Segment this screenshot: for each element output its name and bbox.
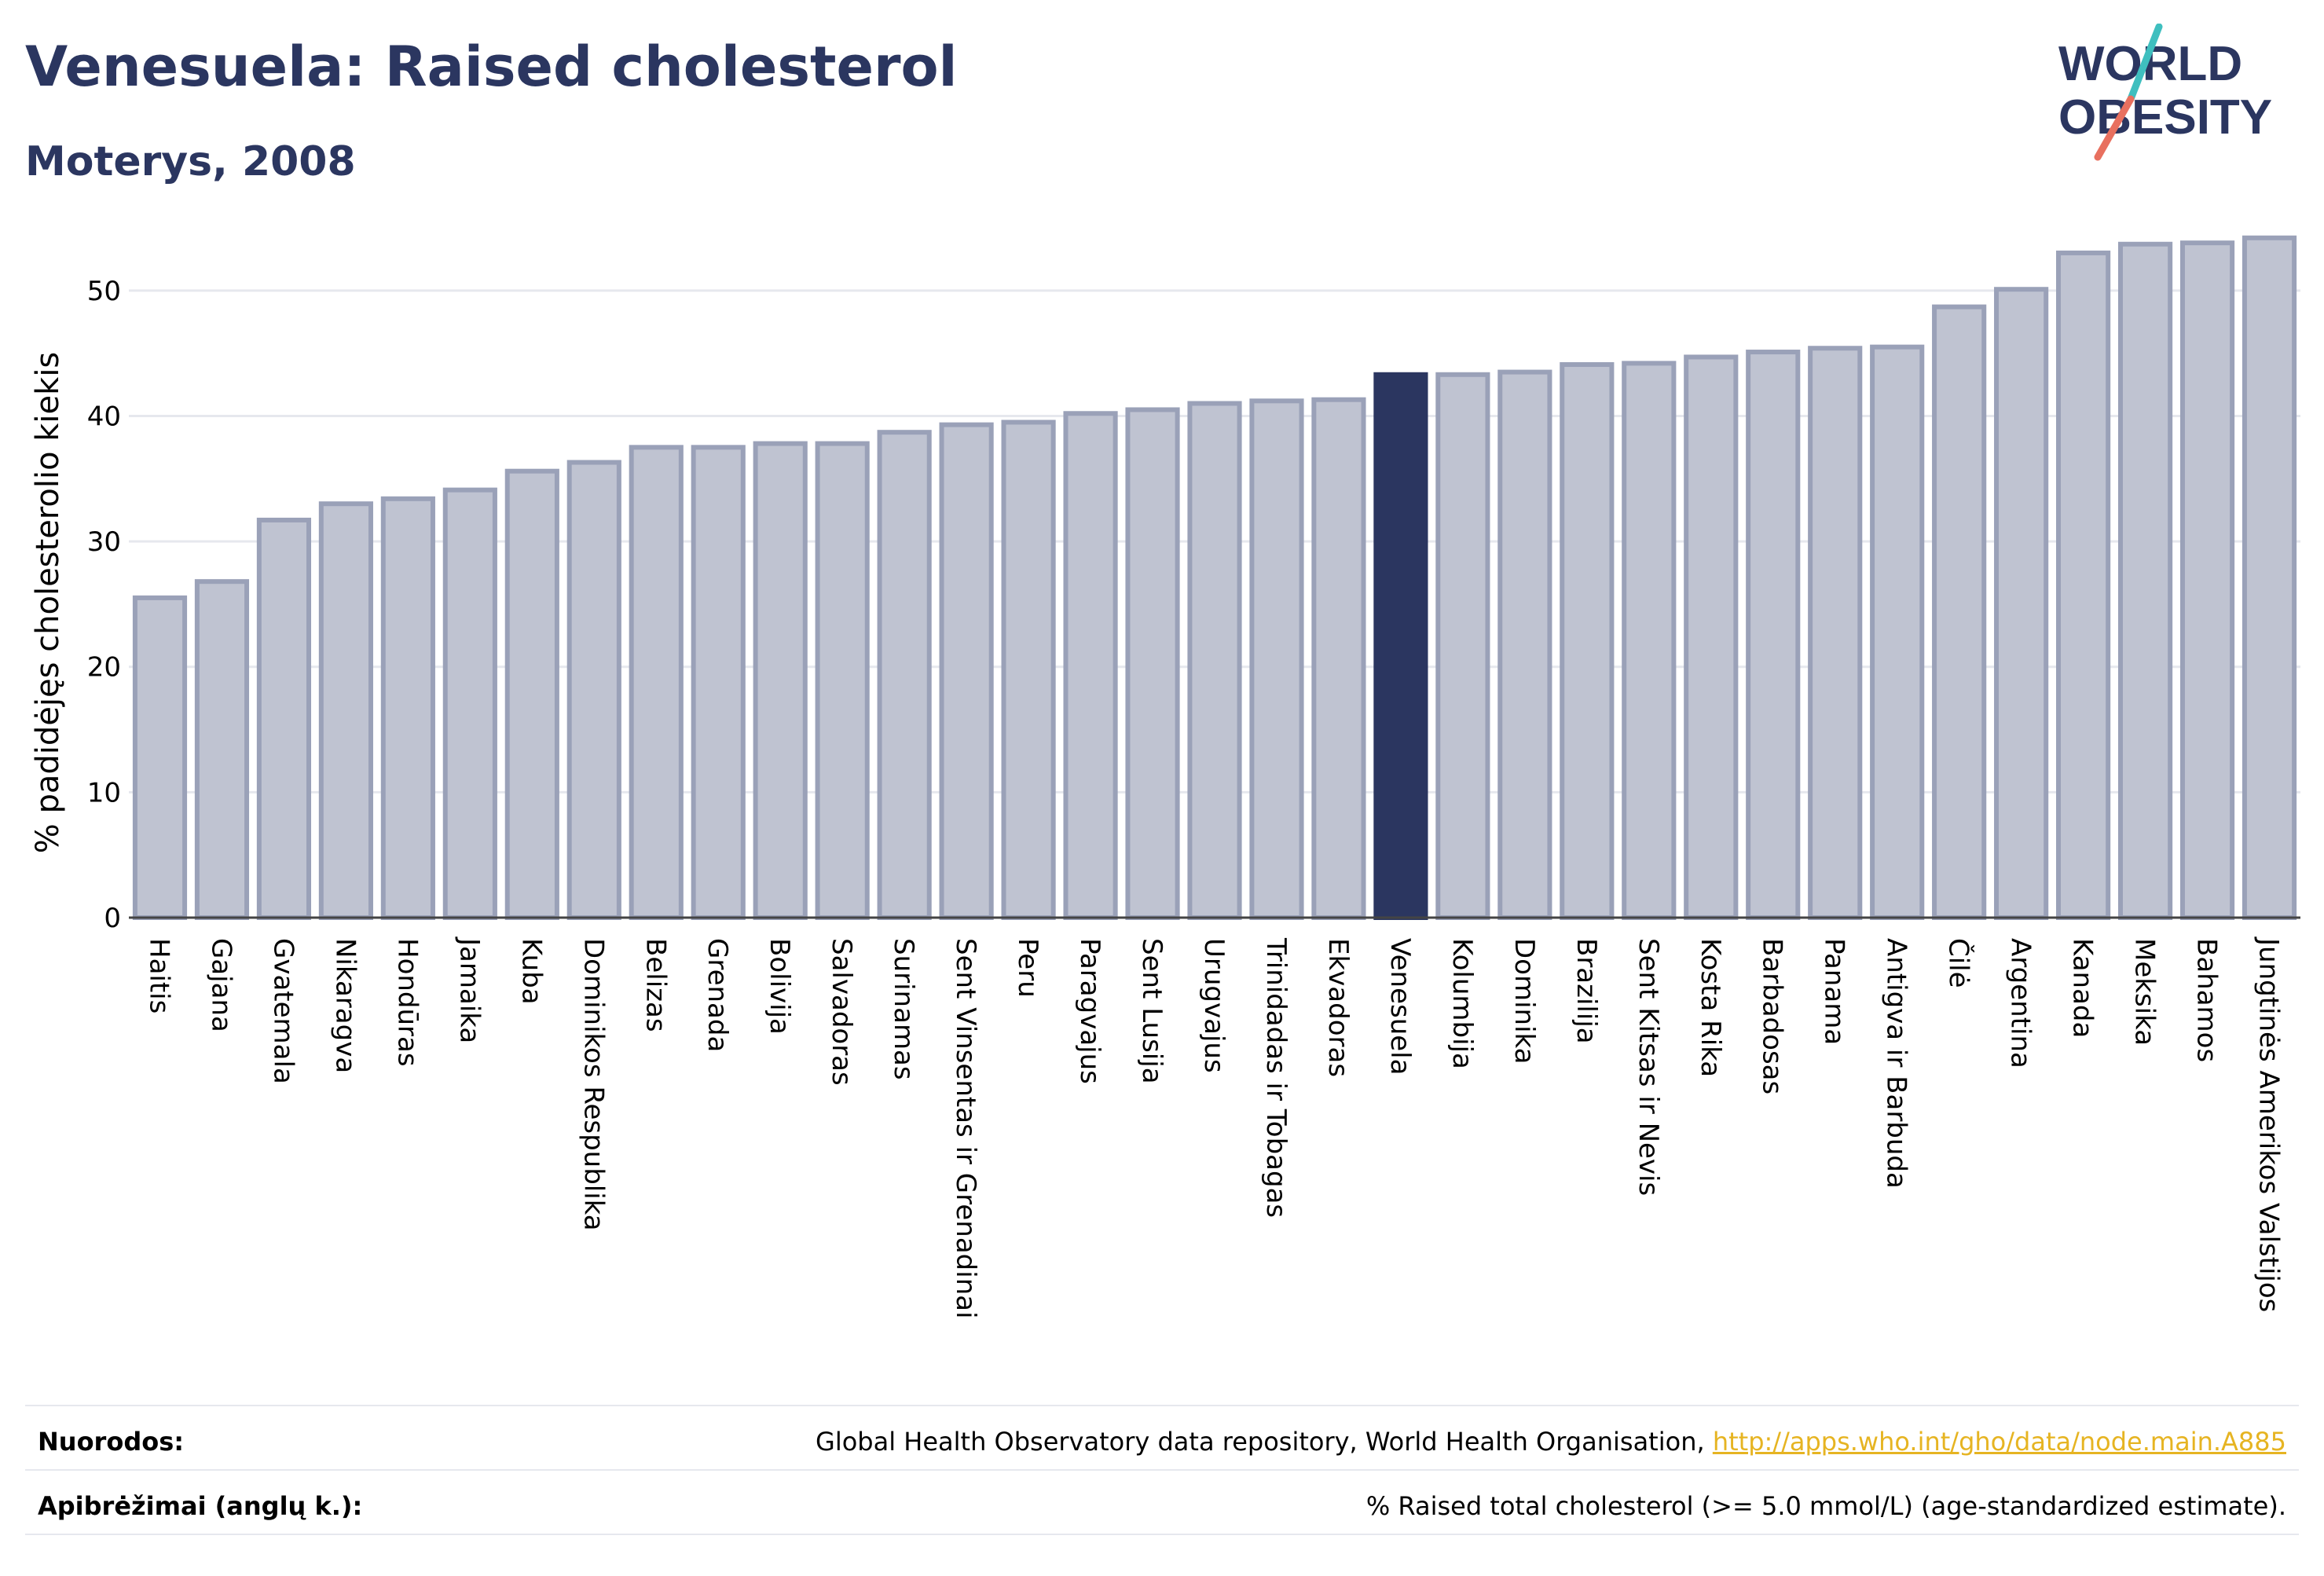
x-tick-label: Peru bbox=[1012, 938, 1043, 998]
definitions-text: % Raised total cholesterol (>= 5.0 mmol/… bbox=[1365, 1491, 2286, 1521]
bar bbox=[1497, 369, 1552, 920]
x-tick-label: Venesuela bbox=[1384, 938, 1416, 1075]
logo-slash-coral bbox=[2094, 95, 2135, 161]
x-tick-label: Ekvadoras bbox=[1322, 938, 1354, 1077]
x-tick-label: Antigva ir Barbuda bbox=[1881, 938, 1912, 1189]
bar bbox=[194, 579, 250, 920]
bar bbox=[2242, 235, 2297, 920]
x-tick-label: Dominika bbox=[1508, 938, 1540, 1064]
x-tick-label: Sent Kitsas ir Nevis bbox=[1633, 938, 1664, 1196]
sources-link[interactable]: http://apps.who.int/gho/data/node.main.A… bbox=[1712, 1427, 2286, 1457]
bar bbox=[2056, 250, 2111, 921]
x-tick-label: Urugvajus bbox=[1198, 938, 1230, 1073]
bar bbox=[256, 517, 312, 920]
x-tick-label: Gvatemala bbox=[267, 938, 299, 1084]
x-tick-label: Grenada bbox=[702, 938, 733, 1052]
x-tick-label: Argentina bbox=[2005, 938, 2036, 1068]
x-tick-label: Čilė bbox=[1943, 938, 1975, 988]
bar bbox=[815, 441, 870, 920]
bar bbox=[132, 595, 188, 920]
footer-divider-top bbox=[25, 1405, 2299, 1406]
x-tick-label: Sent Vinsentas ir Grenadinai bbox=[950, 938, 981, 1319]
x-tick-label: Jungtinės Amerikos Valstijos bbox=[2253, 936, 2285, 1312]
y-tick-label: 50 bbox=[87, 276, 121, 307]
x-tick-label: Trinidadas ir Tobagas bbox=[1260, 937, 1292, 1218]
x-tick-label: Jamaika bbox=[453, 936, 485, 1043]
x-tick-label: Salvadoras bbox=[826, 938, 857, 1086]
footer-divider-middle bbox=[25, 1469, 2299, 1471]
chart-title: Venesuela: Raised cholesterol bbox=[25, 35, 958, 99]
x-tick-label: Barbadosas bbox=[1757, 938, 1788, 1094]
bar bbox=[2179, 240, 2235, 920]
x-tick-label: Kosta Rika bbox=[1695, 938, 1726, 1077]
bar bbox=[939, 422, 994, 920]
y-tick-label: 20 bbox=[87, 652, 121, 684]
bar bbox=[1001, 420, 1056, 920]
x-tick-label: Haitis bbox=[143, 938, 174, 1013]
x-tick-label: Kanada bbox=[2067, 938, 2099, 1038]
x-tick-label: Meksika bbox=[2129, 938, 2161, 1046]
bar bbox=[442, 487, 497, 920]
sources-description: Global Health Observatory data repositor… bbox=[816, 1427, 1713, 1457]
chart-subtitle: Moterys, 2008 bbox=[25, 138, 356, 185]
x-tick-label: Bahamos bbox=[2191, 938, 2223, 1062]
bar bbox=[1373, 372, 1428, 920]
bar bbox=[1870, 344, 1925, 920]
x-tick-label: Brazilija bbox=[1571, 938, 1602, 1044]
bar bbox=[566, 460, 621, 920]
bar bbox=[380, 496, 435, 920]
x-tick-label: Kolumbija bbox=[1446, 938, 1478, 1069]
logo-line2: OBESITY bbox=[2058, 90, 2272, 145]
x-tick-label: Bolivija bbox=[764, 938, 795, 1035]
x-tick-label: Belizas bbox=[640, 938, 671, 1032]
bar-chart: 0 10 20 30 40 50 % padidėjęs cholesterolio kie… bbox=[30, 235, 2300, 1319]
bar bbox=[2117, 241, 2173, 920]
x-tick-label: Dominikos Respublika bbox=[577, 938, 609, 1231]
bar bbox=[1684, 354, 1739, 920]
bar bbox=[1746, 350, 1801, 921]
bar bbox=[1435, 372, 1490, 920]
x-tick-label: Nikaragva bbox=[329, 938, 361, 1073]
bar bbox=[318, 501, 373, 920]
x-tick-label: Panama bbox=[1819, 938, 1850, 1045]
footer-divider-bottom bbox=[25, 1534, 2299, 1535]
definitions-label: Apibrėžimai (anglų k.): bbox=[38, 1491, 363, 1521]
bar bbox=[1063, 411, 1118, 920]
bar bbox=[691, 445, 746, 920]
x-tick-label: Kuba bbox=[515, 938, 547, 1005]
bar bbox=[1560, 362, 1615, 920]
bar bbox=[1994, 287, 2049, 921]
bar bbox=[504, 468, 559, 920]
x-tick-label: Hondūras bbox=[391, 938, 423, 1067]
x-tick-label: Sent Lusija bbox=[1136, 938, 1167, 1084]
sources-label: Nuorodos: bbox=[38, 1427, 185, 1457]
world-obesity-logo: WORLD OBESITY bbox=[2058, 24, 2272, 161]
y-tick-label: 0 bbox=[104, 903, 121, 934]
x-tick-label: Surinamas bbox=[888, 938, 919, 1080]
bar bbox=[1622, 361, 1677, 920]
bar bbox=[1249, 398, 1304, 921]
x-tick-label: Gajana bbox=[205, 938, 236, 1032]
bar bbox=[877, 430, 932, 920]
y-tick-label: 10 bbox=[87, 777, 121, 808]
bar bbox=[753, 441, 808, 920]
y-tick-label: 40 bbox=[87, 401, 121, 432]
bar bbox=[1932, 304, 1987, 920]
logo-slash-teal bbox=[2127, 24, 2163, 103]
y-tick-label: 30 bbox=[87, 526, 121, 558]
sources-text: Global Health Observatory data repositor… bbox=[816, 1427, 2286, 1457]
bar bbox=[1125, 407, 1180, 920]
x-tick-label: Paragvajus bbox=[1074, 938, 1105, 1084]
y-axis-label: % padidėjęs cholesterolio kiekis bbox=[30, 352, 66, 854]
bar bbox=[1187, 401, 1242, 920]
bar bbox=[629, 445, 684, 920]
bar bbox=[1311, 397, 1366, 920]
bar bbox=[1808, 346, 1863, 920]
